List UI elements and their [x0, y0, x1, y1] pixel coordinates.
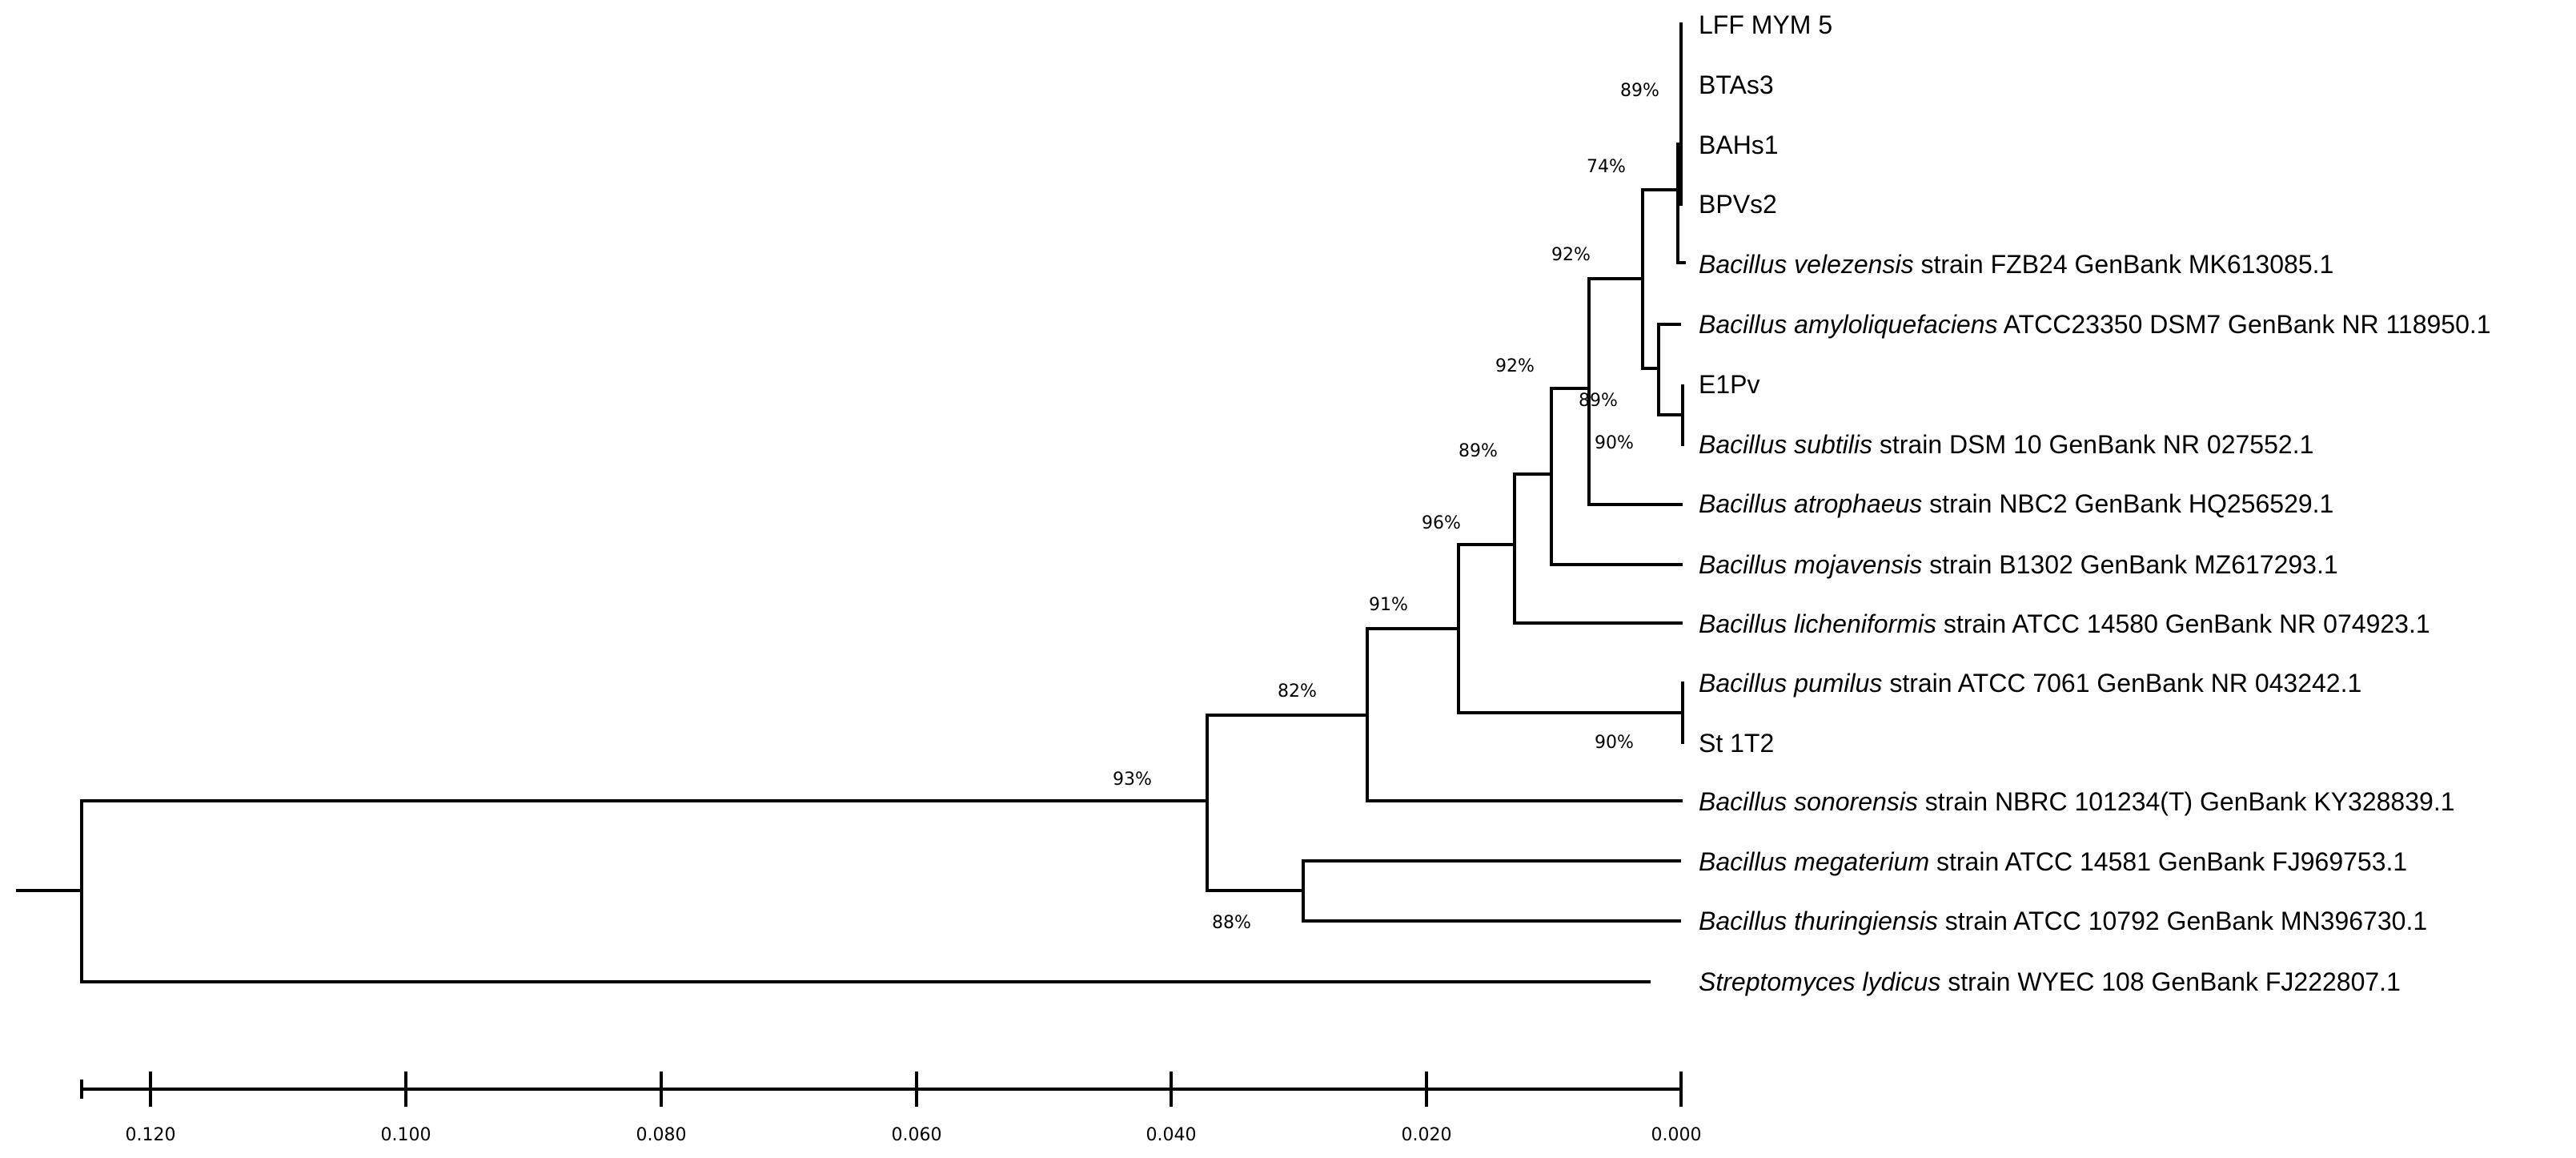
support-value: 82%: [1278, 682, 1317, 702]
support-value: 90%: [1595, 433, 1634, 453]
leaf-st-1t2: St 1T2: [1699, 729, 1774, 758]
leaf-streptomyces: Streptomyces lydicus strain WYEC 108 Gen…: [1699, 967, 2401, 996]
scale-tick-label: 0.060: [892, 1125, 942, 1145]
leaf-thuringiensis: Bacillus thuringiensis strain ATCC 10792…: [1699, 907, 2427, 935]
leaf-labels: LFF MYM 5 BTAs3 BAHs1 BPVs2 Bacillus vel…: [1699, 10, 2491, 996]
leaf-amyloliquefaciens: Bacillus amyloliquefaciens ATCC23350 DSM…: [1699, 310, 2491, 339]
tree-branches: [16, 22, 1686, 983]
leaf-lff-mym-5: LFF MYM 5: [1699, 10, 1832, 39]
scale-axis: 0.120 0.100 0.080 0.060 0.040 0.020 0.00…: [80, 1072, 1702, 1145]
scale-tick-label: 0.020: [1402, 1125, 1452, 1145]
leaf-licheniformis: Bacillus licheniformis strain ATCC 14580…: [1699, 609, 2430, 638]
support-value: 93%: [1113, 770, 1152, 790]
scale-tick-label: 0.000: [1651, 1125, 1702, 1145]
support-value: 91%: [1369, 595, 1408, 615]
leaf-velezensis: Bacillus velezensis strain FZB24 GenBank…: [1699, 250, 2333, 279]
support-value: 88%: [1212, 913, 1251, 933]
leaf-pumilus: Bacillus pumilus strain ATCC 7061 GenBan…: [1699, 669, 2361, 698]
leaf-e1pv: E1Pv: [1699, 370, 1759, 399]
leaf-sonorensis: Bacillus sonorensis strain NBRC 101234(T…: [1699, 787, 2455, 816]
scale-tick-label: 0.120: [126, 1125, 176, 1145]
scale-tick-label: 0.040: [1146, 1125, 1197, 1145]
scale-tick-label: 0.100: [381, 1125, 431, 1145]
support-value: 90%: [1595, 733, 1634, 753]
support-value: 92%: [1551, 245, 1591, 265]
leaf-bpvs2: BPVs2: [1699, 190, 1777, 219]
support-value: 89%: [1459, 441, 1498, 461]
support-values: 89% 74% 92% 92% 89% 90% 89% 96% 91% 82% …: [1113, 81, 1659, 933]
support-value: 96%: [1422, 513, 1461, 533]
leaf-btas3: BTAs3: [1699, 70, 1774, 99]
leaf-bahs1: BAHs1: [1699, 131, 1779, 159]
leaf-subtilis: Bacillus subtilis strain DSM 10 GenBank …: [1699, 430, 2313, 459]
support-value: 89%: [1620, 81, 1659, 101]
leaf-megaterium: Bacillus megaterium strain ATCC 14581 Ge…: [1699, 847, 2407, 876]
support-value: 74%: [1587, 157, 1626, 177]
support-value: 89%: [1579, 391, 1618, 411]
support-value: 92%: [1495, 356, 1535, 376]
leaf-mojavensis: Bacillus mojavensis strain B1302 GenBank…: [1699, 550, 2338, 579]
scale-tick-label: 0.080: [636, 1125, 687, 1145]
leaf-atrophaeus: Bacillus atrophaeus strain NBC2 GenBank …: [1699, 489, 2333, 518]
